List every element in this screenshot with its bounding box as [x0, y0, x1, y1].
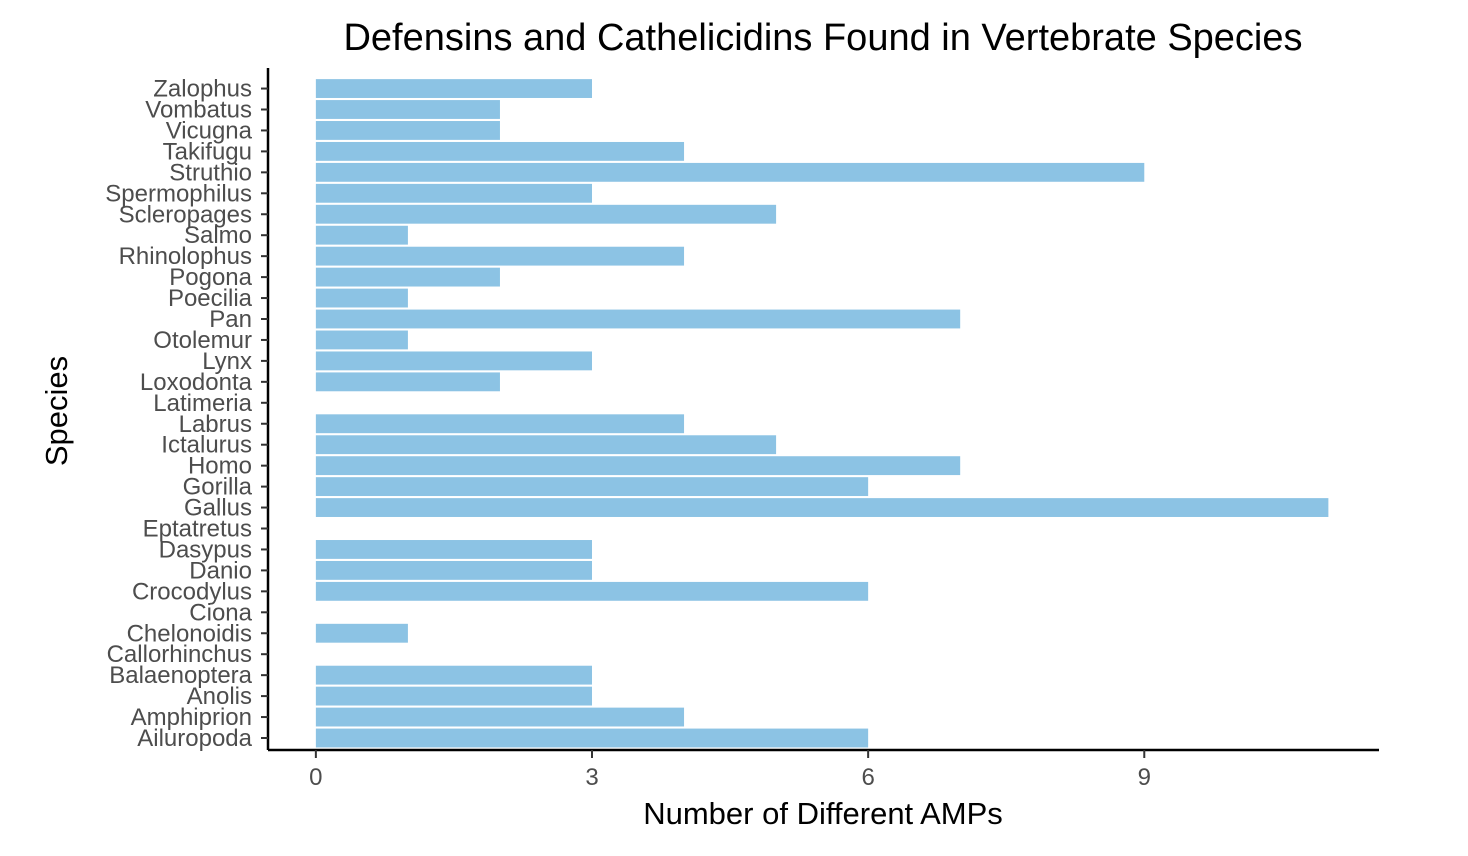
x-tick-label: 3: [585, 764, 598, 791]
bar-poecilia: [315, 288, 408, 308]
bar-struthio: [315, 162, 1145, 182]
y-tick-label: Vombatus: [145, 97, 252, 124]
bar-otolemur: [315, 330, 408, 350]
bars-group: [315, 79, 1329, 748]
y-tick-label: Vicugna: [166, 117, 253, 144]
bar-vombatus: [315, 100, 500, 119]
bar-gorilla: [315, 477, 869, 497]
y-tick-label: Callorhinchus: [107, 641, 252, 668]
y-tick-label: Gorilla: [183, 474, 253, 501]
bar-homo: [315, 456, 961, 476]
y-tick-label: Balaenoptera: [109, 662, 252, 689]
y-tick-label: Loxodonta: [140, 369, 253, 396]
bar-crocodylus: [315, 581, 869, 601]
y-tick-label: Ailuropoda: [137, 725, 252, 752]
bar-gallus: [315, 498, 1329, 517]
y-tick-label: Homo: [188, 453, 252, 480]
bar-rhinolophus: [315, 246, 685, 266]
bar-ictalurus: [315, 435, 777, 455]
y-tick-label: Latimeria: [153, 390, 252, 417]
y-tick-label: Otolemur: [153, 327, 252, 354]
bar-zalophus: [315, 79, 593, 98]
y-tick-label: Crocodylus: [132, 578, 252, 605]
y-tick-label: Ictalurus: [161, 432, 252, 459]
bar-ailuropoda: [315, 728, 869, 748]
bar-pogona: [315, 267, 500, 287]
bar-labrus: [315, 414, 685, 434]
y-tick-label: Zalophus: [153, 76, 252, 103]
bar-vicugna: [315, 121, 500, 140]
y-tick-label: Danio: [189, 557, 252, 584]
y-tick-label: Ciona: [189, 599, 252, 626]
y-tick-label: Amphiprion: [131, 704, 252, 731]
y-tick-label: Struthio: [169, 159, 252, 186]
x-tick-label: 6: [861, 764, 874, 791]
bar-scleropages: [315, 204, 777, 224]
x-axis-title: Number of Different AMPs: [643, 796, 1003, 831]
y-tick-label: Spermophilus: [105, 180, 252, 207]
y-tick-label: Chelonoidis: [127, 620, 252, 647]
bar-danio: [315, 560, 593, 580]
y-tick-label: Gallus: [184, 495, 252, 522]
y-tick-label: Lynx: [202, 348, 252, 375]
bar-loxodonta: [315, 372, 500, 392]
y-tick-label: Pan: [209, 306, 252, 333]
y-tick-label: Poecilia: [168, 285, 253, 312]
bar-amphiprion: [315, 707, 685, 727]
y-tick-label: Scleropages: [119, 201, 252, 228]
bar-pan: [315, 309, 961, 329]
y-tick-label: Takifugu: [163, 138, 252, 165]
chart-title: Defensins and Cathelicidins Found in Ver…: [343, 17, 1302, 59]
bar-chelonoidis: [315, 623, 408, 643]
y-tick-label: Pogona: [169, 264, 252, 291]
y-tick-label: Labrus: [179, 411, 252, 438]
y-tick-label: Eptatretus: [143, 516, 252, 543]
bar-lynx: [315, 351, 593, 371]
y-tick-label: Dasypus: [159, 536, 252, 563]
bar-dasypus: [315, 540, 593, 559]
y-axis-title: Species: [39, 356, 74, 466]
x-tick-label: 0: [309, 764, 322, 791]
y-tick-label: Salmo: [184, 222, 252, 249]
x-axis: 0 3 6 9: [268, 748, 1379, 791]
bar-salmo: [315, 225, 408, 245]
x-tick-label: 9: [1138, 764, 1151, 791]
y-tick-label: Anolis: [187, 683, 252, 710]
y-axis: AiluropodaAmphiprionAnolisBalaenopteraCa…: [105, 68, 270, 752]
bar-takifugu: [315, 141, 685, 161]
bar-balaenoptera: [315, 665, 593, 685]
y-tick-label: Rhinolophus: [119, 243, 252, 270]
bar-anolis: [315, 686, 593, 706]
bar-spermophilus: [315, 183, 593, 203]
